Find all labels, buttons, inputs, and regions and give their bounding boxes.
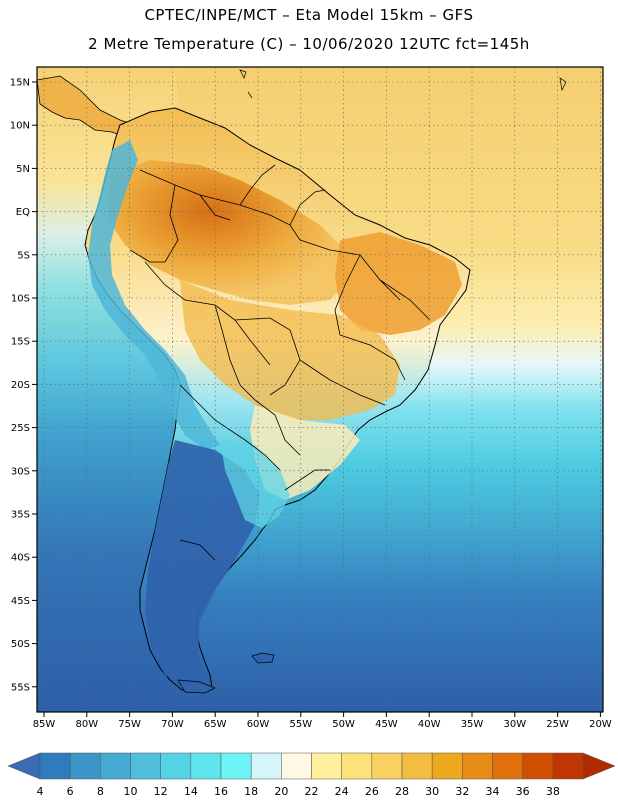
lat-label: 35S xyxy=(11,510,30,521)
colorbar-swatch xyxy=(220,752,252,780)
colorbar-swatch xyxy=(281,752,312,780)
lat-label: 10S xyxy=(11,294,30,305)
colorbar-label: 10 xyxy=(124,785,138,798)
colorbar-swatch xyxy=(341,752,373,780)
pampas xyxy=(220,440,290,528)
colorbar-swatch xyxy=(160,752,192,780)
lon-label: 20W xyxy=(589,719,612,730)
lat-label: 30S xyxy=(11,466,30,477)
colorbar-label: 24 xyxy=(335,785,349,798)
colorbar-swatch xyxy=(462,752,493,780)
lon-label: 50W xyxy=(332,719,355,730)
colorbar-label: 14 xyxy=(184,785,198,798)
colorbar-label: 6 xyxy=(67,785,74,798)
central-brazil xyxy=(180,280,400,420)
colorbar-label: 32 xyxy=(455,785,469,798)
lon-label: 25W xyxy=(546,719,569,730)
lat-label: 20S xyxy=(11,380,30,391)
lat-label: 10N xyxy=(10,121,30,132)
patagonia-cold xyxy=(145,440,260,690)
colorbar-label: 26 xyxy=(365,785,379,798)
colorbar-label: 36 xyxy=(516,785,530,798)
lat-label: 50S xyxy=(11,639,30,650)
lat-label: 25S xyxy=(11,423,30,434)
colorbar-swatch xyxy=(250,752,282,780)
title-line-1: CPTEC/INPE/MCT – Eta Model 15km – GFS xyxy=(144,6,474,24)
colorbar-label: 22 xyxy=(305,785,319,798)
falkland-islands xyxy=(251,652,275,664)
colorbar-swatch xyxy=(100,752,131,780)
caribbean-islands xyxy=(239,69,567,99)
colorbar-swatch xyxy=(69,752,101,780)
lat-label: 55S xyxy=(11,682,30,693)
lon-label: 80W xyxy=(75,719,98,730)
colorbar-label: 38 xyxy=(546,785,560,798)
lon-label: 60W xyxy=(247,719,270,730)
lon-label: 65W xyxy=(204,719,227,730)
colorbar-label: 30 xyxy=(425,785,439,798)
latitude-labels: 15N 10N 5N EQ 5S 10S 15S 20S 25S 30S 35S 40S 45S 50S 5… xyxy=(10,78,37,693)
lon-label: 85W xyxy=(33,719,56,730)
lon-label: 55W xyxy=(289,719,312,730)
colorbar-swatch xyxy=(371,752,403,780)
longitude-labels: 85W 80W 75W 70W 65W 60W 55W 50W 45W 40W 35W 30W 25W 2… xyxy=(33,712,612,730)
colorbar-swatch xyxy=(39,752,71,780)
lat-label: 40S xyxy=(11,553,30,564)
colorbar-labels: 4 6 8 10 12 14 16 18 20 22 24 26 28 30 32 34 36 38 xyxy=(37,785,560,798)
colorbar-swatch xyxy=(522,752,554,780)
colorbar-label: 18 xyxy=(244,785,258,798)
colorbar-label: 34 xyxy=(486,785,500,798)
lat-label: 5N xyxy=(16,164,30,175)
lat-label: EQ xyxy=(16,207,30,218)
colorbar-swatch xyxy=(190,752,222,780)
colorbar-label: 16 xyxy=(214,785,228,798)
northeast-brazil-warm xyxy=(335,232,462,335)
colorbar-label: 20 xyxy=(274,785,288,798)
colorbar-swatch xyxy=(552,752,584,780)
amazon-hot-region xyxy=(108,160,350,305)
lon-label: 30W xyxy=(503,719,526,730)
colorbar-label: 4 xyxy=(37,785,44,798)
colorbar-min-arrow xyxy=(7,752,41,780)
lat-label: 15S xyxy=(11,337,30,348)
lon-label: 70W xyxy=(161,719,184,730)
colorbar-label: 12 xyxy=(154,785,168,798)
colorbar-label: 28 xyxy=(395,785,409,798)
colorbar-swatch xyxy=(311,752,342,780)
colorbar-swatch xyxy=(130,752,161,780)
map-frame xyxy=(36,66,604,713)
lon-label: 35W xyxy=(461,719,484,730)
title-line-2: 2 Metre Temperature (C) – 10/06/2020 12U… xyxy=(88,35,530,53)
tierra-del-fuego xyxy=(177,679,216,694)
lon-label: 45W xyxy=(375,719,398,730)
lat-label: 45S xyxy=(11,596,30,607)
lon-label: 40W xyxy=(418,719,441,730)
andes-cold xyxy=(88,140,220,450)
colorbar xyxy=(7,752,616,780)
colorbar-label: 8 xyxy=(97,785,104,798)
lat-label: 15N xyxy=(10,78,30,89)
lon-label: 75W xyxy=(118,719,141,730)
colorbar-swatch xyxy=(492,752,523,780)
lat-label: 5S xyxy=(17,250,30,261)
colorbar-swatch xyxy=(401,752,433,780)
country-borders xyxy=(129,164,431,561)
colorbar-swatch xyxy=(431,752,463,780)
colorbar-max-arrow xyxy=(582,752,616,780)
